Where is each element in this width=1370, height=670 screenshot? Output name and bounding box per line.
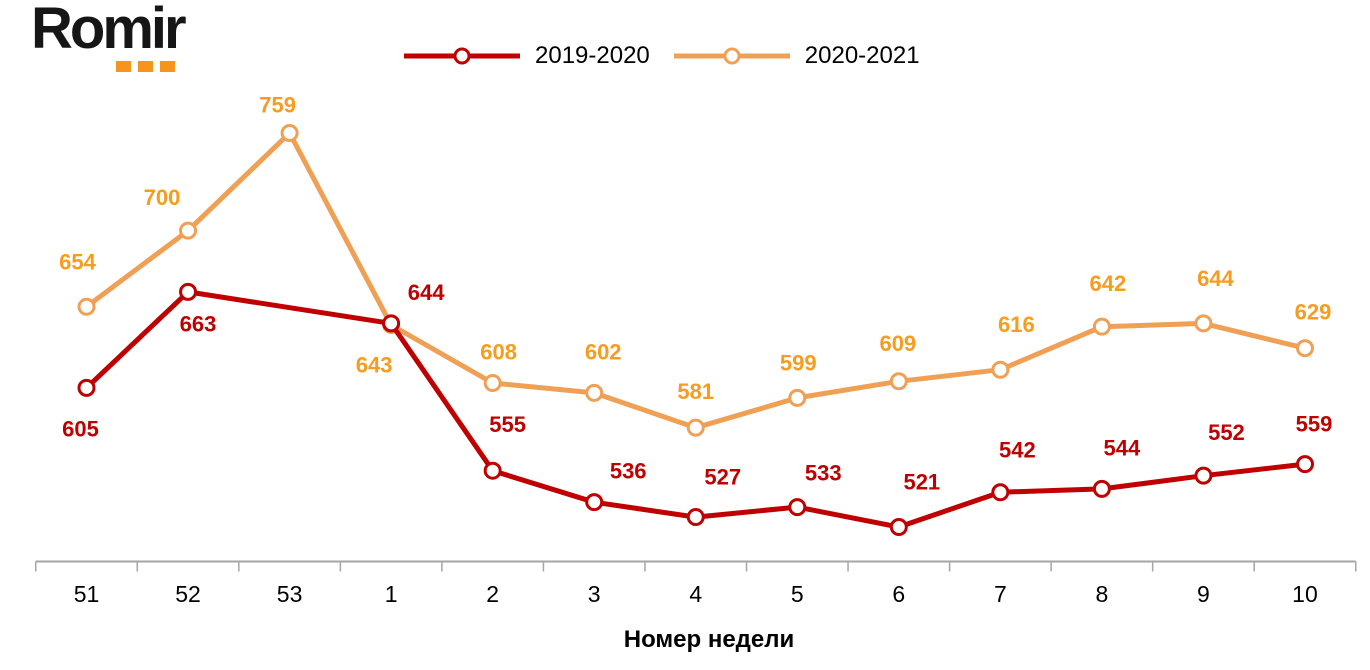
legend-marker-icon (723, 47, 741, 65)
data-label-2019-2020-week-4: 527 (704, 465, 741, 490)
x-axis-tick-label: 7 (994, 581, 1007, 607)
x-axis-tick-label: 8 (1096, 581, 1109, 607)
data-point-2019-2020-week-2 (483, 461, 502, 480)
x-axis-tick-label: 53 (277, 581, 303, 607)
data-label-2020-2021-week-6: 609 (879, 331, 916, 356)
romir-logo-dots (116, 61, 175, 72)
data-point-2020-2021-week-51 (77, 297, 96, 316)
data-point-2020-2021-week-52 (179, 221, 198, 240)
x-axis-tick-label: 4 (689, 581, 702, 607)
data-point-2019-2020-week-3 (585, 493, 604, 512)
x-axis-tick-label: 9 (1197, 581, 1210, 607)
x-axis-tick-label: 2 (486, 581, 499, 607)
data-label-2019-2020-week-3: 536 (610, 459, 647, 484)
x-axis-tick-label: 10 (1292, 581, 1318, 607)
data-label-2020-2021-week-4: 581 (677, 379, 714, 404)
data-label-2020-2021-week-1: 643 (356, 353, 393, 378)
data-label-2020-2021-week-52: 700 (144, 185, 181, 210)
data-point-2020-2021-week-6 (889, 372, 908, 391)
data-label-2019-2020-week-7: 542 (999, 438, 1036, 463)
data-point-2020-2021-week-4 (686, 418, 705, 437)
romir-logo: Romir (31, 0, 187, 61)
data-label-2019-2020-week-2: 555 (489, 412, 526, 437)
data-label-2020-2021-week-8: 642 (1090, 271, 1127, 296)
legend-item-2019-2020: 2019-2020 (402, 42, 650, 70)
data-point-2019-2020-week-9 (1194, 466, 1213, 485)
data-label-2019-2020-week-6: 521 (903, 469, 940, 494)
data-point-2019-2020-week-10 (1295, 455, 1314, 474)
data-point-2019-2020-week-1 (382, 314, 401, 333)
legend-label-2019-2020: 2019-2020 (535, 42, 650, 69)
series-line-2019-2020 (84, 289, 1308, 530)
legend-label-2020-2021: 2020-2021 (804, 42, 920, 69)
legend-marker-icon (453, 47, 471, 65)
x-axis-tick-label: 51 (74, 581, 100, 607)
data-label-2019-2020-week-52: 663 (180, 311, 217, 336)
data-point-2019-2020-week-7 (991, 483, 1010, 502)
data-label-2019-2020-week-10: 559 (1296, 412, 1333, 437)
data-label-2019-2020-week-51: 605 (62, 416, 99, 441)
logo-dot-icon (116, 61, 131, 72)
data-point-2019-2020-week-52 (179, 282, 198, 301)
x-axis-tick-label: 1 (385, 581, 398, 607)
data-label-2020-2021-week-2: 608 (480, 339, 517, 364)
data-label-2019-2020-week-9: 552 (1208, 420, 1245, 445)
data-point-2020-2021-week-3 (585, 383, 604, 402)
data-point-2020-2021-week-8 (1092, 317, 1111, 336)
data-label-2020-2021-week-5: 599 (780, 350, 817, 375)
data-label-2020-2021-week-7: 616 (998, 312, 1035, 337)
data-point-2019-2020-week-6 (889, 517, 908, 536)
chart-legend: 2019-2020 2020-2021 (402, 42, 920, 70)
legend-line-swatch-2020-2021 (673, 47, 790, 65)
data-point-2019-2020-week-51 (77, 378, 96, 397)
x-axis-tick-label: 3 (588, 581, 601, 607)
x-axis-tick-label: 6 (892, 581, 905, 607)
data-label-2020-2021-week-3: 602 (585, 339, 622, 364)
data-label-2019-2020-week-5: 533 (805, 461, 842, 486)
data-label-2020-2021-week-53: 759 (259, 92, 296, 117)
data-label-2020-2021-week-10: 629 (1295, 300, 1332, 325)
x-axis-tick-label: 52 (175, 581, 201, 607)
data-point-2019-2020-week-8 (1092, 479, 1111, 498)
x-axis-tick-label: 5 (791, 581, 804, 607)
x-axis-title: Номер недели (623, 626, 795, 653)
logo-dot-icon (138, 61, 153, 72)
data-label-2020-2021-week-9: 644 (1197, 266, 1234, 291)
legend-line-swatch-2019-2020 (404, 47, 520, 65)
data-point-2019-2020-week-5 (788, 498, 807, 517)
data-point-2020-2021-week-5 (788, 388, 807, 407)
data-point-2020-2021-week-2 (483, 373, 502, 392)
data-label-2020-2021-week-51: 654 (59, 249, 96, 274)
data-point-2020-2021-week-9 (1194, 314, 1213, 333)
data-label-2019-2020-week-8: 544 (1104, 435, 1141, 460)
data-point-2020-2021-week-7 (991, 360, 1010, 379)
legend-item-2020-2021: 2020-2021 (672, 42, 920, 70)
data-point-2019-2020-week-4 (686, 508, 705, 527)
data-point-2020-2021-week-53 (280, 123, 299, 142)
logo-dot-icon (160, 61, 175, 72)
data-label-2019-2020-week-1: 644 (408, 280, 445, 305)
data-point-2020-2021-week-10 (1295, 339, 1314, 358)
